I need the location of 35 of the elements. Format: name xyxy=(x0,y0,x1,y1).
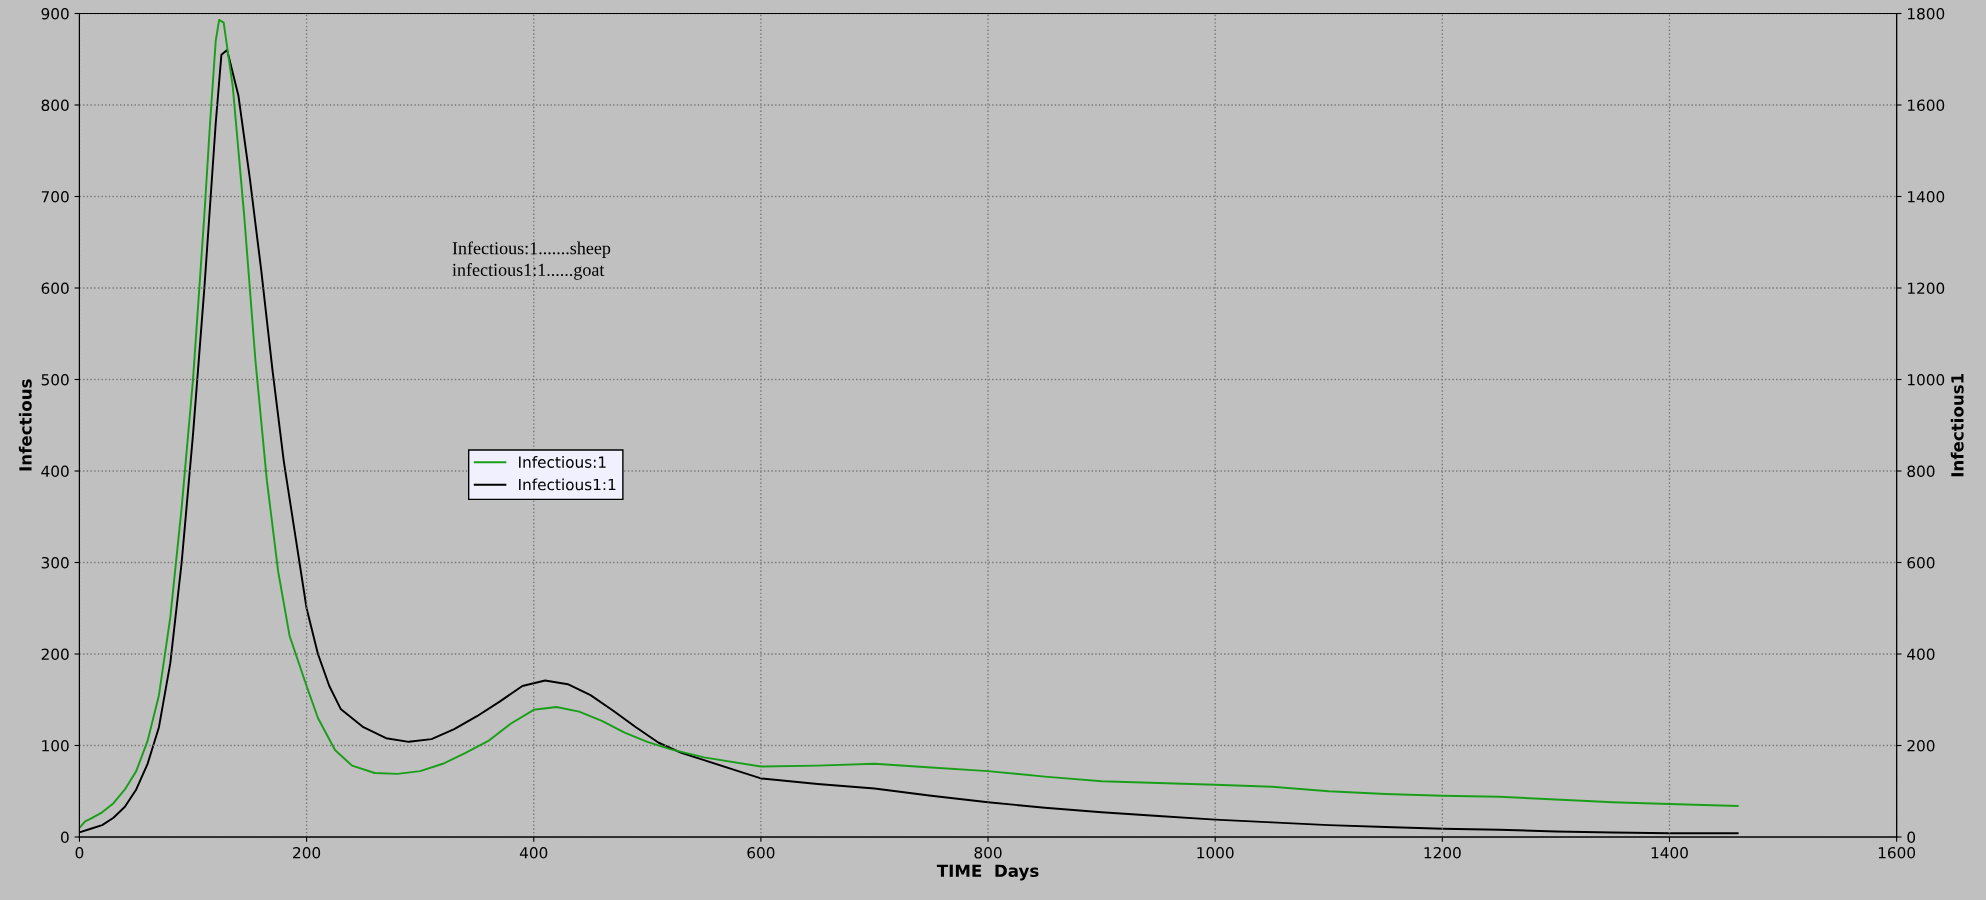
y2-tick-label: 1800 xyxy=(1908,7,1945,20)
x-tick-label: 0 xyxy=(75,846,84,859)
y2-tick-label: 1200 xyxy=(1908,282,1945,295)
x-tick-label: 1200 xyxy=(1424,846,1461,859)
y2-tick-label: 1400 xyxy=(1908,190,1945,203)
x-tick-label: 1600 xyxy=(1878,846,1916,859)
y-tick-label: 200 xyxy=(41,648,69,661)
y2-axis-title: Infectious1 xyxy=(1950,373,1964,477)
y-tick-label: 900 xyxy=(41,7,69,20)
legend-label: Infectious1:1 xyxy=(519,478,616,491)
y-tick-label: 600 xyxy=(41,282,69,295)
y-axis-title: Infectious xyxy=(18,379,32,471)
x-tick-label: 800 xyxy=(974,846,1002,859)
y-tick-label: 400 xyxy=(41,465,69,478)
y2-tick-label: 1600 xyxy=(1908,99,1945,112)
y2-tick-label: 0 xyxy=(1907,831,1916,844)
y-tick-label: 500 xyxy=(41,373,69,386)
y2-tick-label: 600 xyxy=(1907,556,1935,569)
y2-tick-label: 1000 xyxy=(1908,373,1945,386)
x-tick-label: 1000 xyxy=(1197,846,1234,859)
x-tick-label: 400 xyxy=(519,846,548,859)
legend-label: Infectious:1 xyxy=(519,456,606,468)
x-tick-label: 200 xyxy=(293,846,321,859)
y2-tick-label: 400 xyxy=(1907,648,1935,661)
y-tick-label: 300 xyxy=(41,556,69,569)
y2-tick-label: 800 xyxy=(1907,465,1935,478)
y2-tick-label: 200 xyxy=(1907,739,1935,752)
y-tick-label: 0 xyxy=(61,831,69,844)
y-tick-label: 700 xyxy=(41,190,69,203)
x-tick-label: 1400 xyxy=(1651,846,1688,859)
x-tick-label: 600 xyxy=(747,846,775,859)
x-axis-title: TIME Days xyxy=(936,864,1039,881)
y-tick-label: 100 xyxy=(42,739,69,752)
y-tick-label: 800 xyxy=(41,99,69,112)
annotation: Infectious:1.......sheep infectious1:1......goat xyxy=(452,241,611,280)
